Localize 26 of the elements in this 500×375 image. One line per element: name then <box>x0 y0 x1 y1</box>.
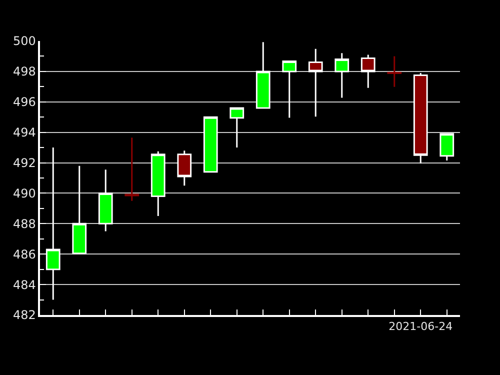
candlestick <box>72 165 87 254</box>
candlestick <box>230 107 244 148</box>
y-tick-label: 486 <box>12 247 36 262</box>
candlestick <box>203 116 218 173</box>
candlestick <box>98 168 113 232</box>
x-tick-label: 2021-06-24 <box>388 320 453 333</box>
y-tick-label: 490 <box>12 186 36 200</box>
y-tick-label: 484 <box>12 278 36 292</box>
y-tick-label: 500 <box>12 34 36 48</box>
y-tick-label: 498 <box>12 64 36 79</box>
candlestick <box>177 150 192 186</box>
candlestick <box>387 55 402 88</box>
y-tick-label: 492 <box>12 156 36 170</box>
candlestick <box>308 48 323 118</box>
y-tick-label: 488 <box>12 216 36 231</box>
candlestick <box>413 72 428 164</box>
y-tick-label: 494 <box>12 126 36 140</box>
candlestick <box>124 136 140 202</box>
candlestick <box>360 54 376 89</box>
y-tick-label: 496 <box>12 95 36 110</box>
candlestick <box>334 52 350 99</box>
candlestick <box>256 41 270 109</box>
y-tick-label: 482 <box>12 308 36 322</box>
candlestick <box>282 60 297 118</box>
candlestick <box>440 133 454 162</box>
candlestick <box>150 150 166 217</box>
